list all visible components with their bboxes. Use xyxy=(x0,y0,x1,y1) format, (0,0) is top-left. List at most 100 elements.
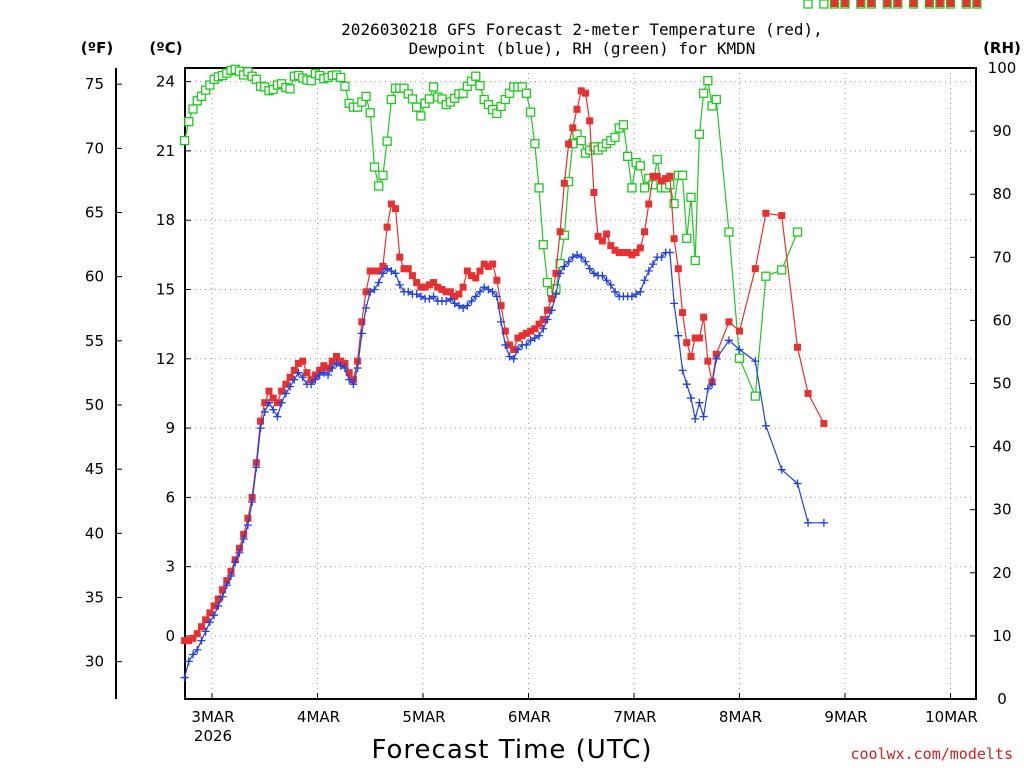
rh-point xyxy=(374,181,384,191)
dewpoint-point xyxy=(269,405,278,414)
dewpoint-point xyxy=(699,412,708,421)
temperature-point xyxy=(210,602,218,610)
rh-point xyxy=(777,265,787,275)
temperature-point xyxy=(649,172,657,180)
dewpoint-point xyxy=(332,359,341,368)
temperature-point xyxy=(598,237,606,245)
dewpoint-point xyxy=(349,380,358,389)
dewpoint-point xyxy=(678,366,687,375)
dewpoint-point xyxy=(484,285,493,294)
time-tick-label: 7MAR xyxy=(613,708,656,726)
temperature-point xyxy=(506,341,514,349)
rh-point xyxy=(188,104,198,114)
rh-point xyxy=(803,0,813,9)
temperature-point xyxy=(624,249,632,257)
dewpoint-point xyxy=(311,375,320,384)
temperature-point xyxy=(556,228,564,236)
dewpoint-point xyxy=(480,283,489,292)
dewpoint-point xyxy=(450,299,459,308)
dewpoint-point xyxy=(264,398,273,407)
temperature-point xyxy=(451,292,459,300)
temperature-point xyxy=(947,0,954,7)
rh-tick-label: 90 xyxy=(992,122,1011,140)
temperature-point xyxy=(396,253,404,261)
temperature-point xyxy=(573,105,581,113)
dewpoint-point xyxy=(243,521,252,530)
dewpoint-point xyxy=(260,407,269,416)
temperature-point xyxy=(615,249,623,257)
temperature-point xyxy=(527,327,535,335)
temperature-point xyxy=(214,595,222,603)
dewpoint-point xyxy=(277,398,286,407)
time-tick-label: 6MAR xyxy=(508,708,551,726)
temperature-point xyxy=(320,362,328,370)
dewpoint-point xyxy=(712,354,721,363)
dewpoint-point xyxy=(682,380,691,389)
temperature-point xyxy=(820,419,828,427)
dewpoint-point xyxy=(611,287,620,296)
dewpoint-point xyxy=(589,269,598,278)
dewpoint-point xyxy=(657,253,666,262)
temperature-point xyxy=(387,200,395,208)
temperature-point xyxy=(683,339,691,347)
dewpoint-point xyxy=(383,264,392,273)
temperature-point xyxy=(181,637,189,645)
rh-tick-label: 80 xyxy=(992,185,1011,203)
temperature-point xyxy=(425,281,433,289)
temperature-point xyxy=(565,140,573,148)
rh-point xyxy=(428,82,439,92)
dewpoint-point xyxy=(193,645,202,654)
rh-axis: 0 10 20 30 40 50 60 70 80 90 100 xyxy=(970,59,1016,708)
dewpoint-point xyxy=(674,331,683,340)
temperature-point xyxy=(883,0,891,7)
rh-point xyxy=(750,391,760,401)
fahrenheit-axis: 30 35 40 45 50 55 60 65 70 75 xyxy=(85,75,122,671)
temperature-point xyxy=(936,0,944,7)
temperature-point xyxy=(438,286,446,293)
dewpoint-point xyxy=(425,294,434,303)
dewpoint-point xyxy=(201,627,210,636)
dewpoint-point xyxy=(442,297,451,306)
rh-point xyxy=(538,240,548,250)
temperature-series xyxy=(181,0,981,645)
rh-unit-label: (RH) xyxy=(983,39,1021,57)
temperature-point xyxy=(202,616,210,624)
dewpoint-point xyxy=(564,257,573,266)
temperature-point xyxy=(345,369,353,377)
temperature-point xyxy=(189,634,197,642)
temperature-point xyxy=(560,179,568,187)
dewpoint-point xyxy=(644,267,653,276)
temperature-point xyxy=(328,357,336,365)
dewpoint-point xyxy=(793,479,802,488)
dewpoint-point xyxy=(598,271,607,280)
dewpoint-point xyxy=(387,267,396,276)
rh-point xyxy=(610,132,620,143)
dewpoint-point xyxy=(577,253,586,262)
dewpoint-point xyxy=(362,303,371,312)
temperature-point xyxy=(712,350,720,358)
dewpoint-point xyxy=(513,345,522,354)
rh-point xyxy=(639,183,650,193)
dewpoint-point xyxy=(459,303,468,312)
dewpoint-point xyxy=(189,650,198,659)
celsius-tick-label: 12 xyxy=(156,350,175,368)
rh-point xyxy=(336,72,346,83)
dewpoint-point xyxy=(708,380,717,389)
dewpoint-point xyxy=(353,364,362,373)
celsius-tick-label: 3 xyxy=(165,558,175,576)
temperature-point xyxy=(434,283,442,291)
celsius-tick-label: 18 xyxy=(156,211,175,229)
dewpoint-point xyxy=(281,389,290,398)
celsius-tick-label: 9 xyxy=(165,419,175,437)
dewpoint-point xyxy=(475,287,484,296)
dewpoint-point xyxy=(526,336,535,345)
temperature-point xyxy=(480,260,488,268)
temperature-point xyxy=(417,283,425,291)
temperature-point xyxy=(413,279,421,287)
temperature-point xyxy=(227,567,235,575)
dewpoint-point xyxy=(560,262,569,271)
rh-point xyxy=(525,107,536,117)
rh-point xyxy=(475,81,485,91)
dewpoint-point xyxy=(724,336,733,345)
temperature-point xyxy=(603,230,611,238)
